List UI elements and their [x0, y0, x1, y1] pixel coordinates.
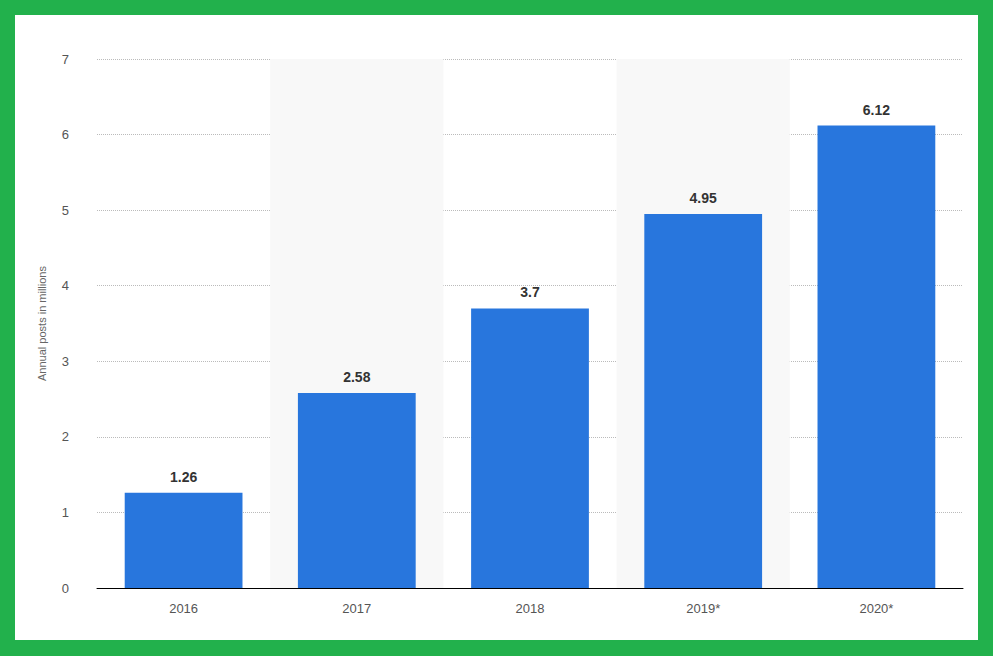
svg-text:4: 4 — [62, 278, 69, 293]
svg-text:2019*: 2019* — [686, 601, 720, 616]
svg-text:5: 5 — [62, 203, 69, 218]
svg-text:0: 0 — [62, 581, 69, 596]
svg-text:Annual posts in millions: Annual posts in millions — [36, 266, 48, 381]
svg-text:3: 3 — [62, 354, 69, 369]
svg-text:7: 7 — [62, 52, 69, 67]
svg-text:2: 2 — [62, 429, 69, 444]
svg-text:2020*: 2020* — [859, 601, 893, 616]
svg-text:6: 6 — [62, 127, 69, 142]
svg-text:3.7: 3.7 — [520, 284, 540, 300]
svg-text:4.95: 4.95 — [690, 190, 717, 206]
svg-text:2.58: 2.58 — [343, 369, 370, 385]
svg-text:1: 1 — [62, 505, 69, 520]
svg-text:6.12: 6.12 — [863, 102, 890, 118]
svg-text:2017: 2017 — [342, 601, 371, 616]
svg-text:1.26: 1.26 — [170, 469, 197, 485]
svg-text:2016: 2016 — [169, 601, 198, 616]
svg-text:2018: 2018 — [516, 601, 545, 616]
